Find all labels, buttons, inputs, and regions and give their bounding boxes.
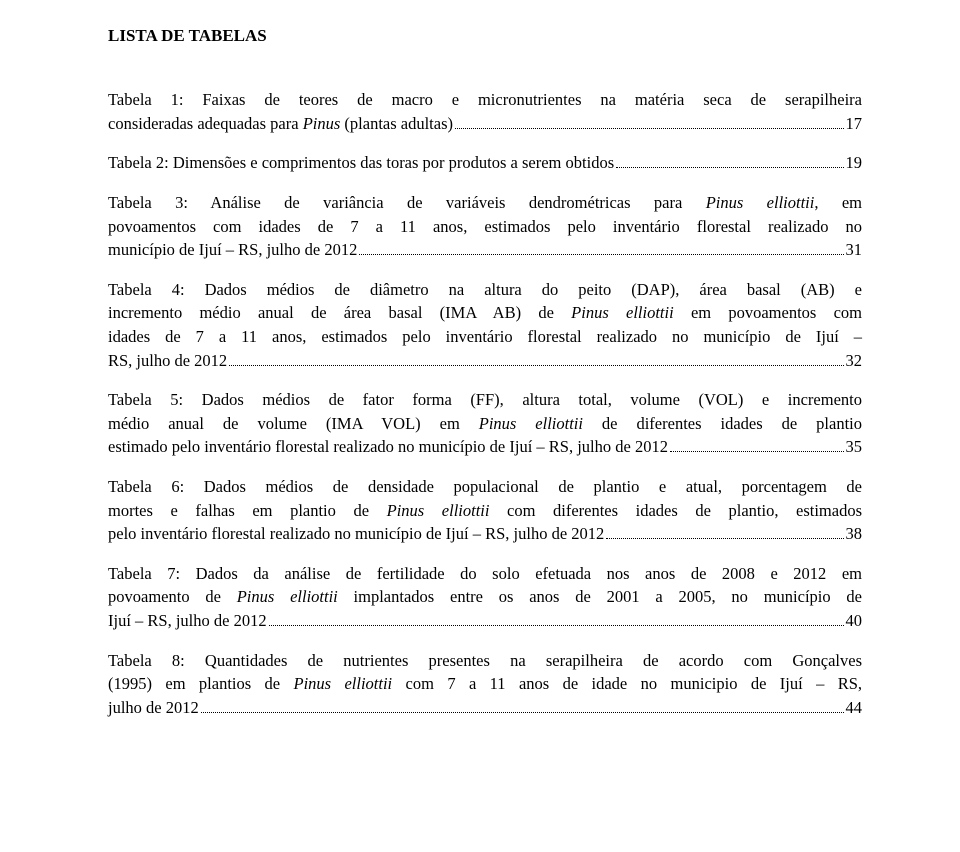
page-number: 17 <box>846 112 863 136</box>
leader-row: RS, julho de 2012 32 <box>108 349 862 373</box>
page-number: 40 <box>846 609 863 633</box>
leader-dots <box>359 254 843 255</box>
leader-dots <box>616 167 843 168</box>
entry-text-line: Tabela 6: Dados médios de densidade popu… <box>108 475 862 499</box>
entry-lastline: Tabela 2: Dimensões e comprimentos das t… <box>108 151 614 175</box>
leader-dots <box>670 451 844 452</box>
entry-text-line: Tabela 3: Análise de variância de variáv… <box>108 191 862 215</box>
toc-entry: Tabela 1: Faixas de teores de macro e mi… <box>108 88 862 135</box>
page-number: 44 <box>846 696 863 720</box>
page-number: 32 <box>846 349 863 373</box>
leader-row: Tabela 2: Dimensões e comprimentos das t… <box>108 151 862 175</box>
entry-lastline: estimado pelo inventário florestal reali… <box>108 435 668 459</box>
leader-row: pelo inventário florestal realizado no m… <box>108 522 862 546</box>
toc-entry: Tabela 8: Quantidades de nutrientes pres… <box>108 649 862 720</box>
entry-text-line: povoamento de Pinus elliottii implantado… <box>108 585 862 609</box>
leader-row: consideradas adequadas para Pinus (plant… <box>108 112 862 136</box>
leader-row: Ijuí – RS, julho de 2012 40 <box>108 609 862 633</box>
entry-lastline: RS, julho de 2012 <box>108 349 227 373</box>
entry-text-line: idades de 7 a 11 anos, estimados pelo in… <box>108 325 862 349</box>
leader-row: estimado pelo inventário florestal reali… <box>108 435 862 459</box>
entry-text-line: Tabela 5: Dados médios de fator forma (F… <box>108 388 862 412</box>
entry-lastline: consideradas adequadas para Pinus (plant… <box>108 112 453 136</box>
entry-lastline: pelo inventário florestal realizado no m… <box>108 522 604 546</box>
page-title: LISTA DE TABELAS <box>108 24 862 48</box>
leader-dots <box>606 538 843 539</box>
entry-text-line: Tabela 4: Dados médios de diâmetro na al… <box>108 278 862 302</box>
page-number: 31 <box>846 238 863 262</box>
entry-text-line: Tabela 1: Faixas de teores de macro e mi… <box>108 88 862 112</box>
toc-entry: Tabela 7: Dados da análise de fertilidad… <box>108 562 862 633</box>
entry-italic: Pinus elliottii <box>387 501 490 520</box>
page: LISTA DE TABELAS Tabela 1: Faixas de teo… <box>0 0 960 852</box>
page-number: 38 <box>846 522 863 546</box>
entry-text-line: mortes e falhas em plantio de Pinus elli… <box>108 499 862 523</box>
entry-text-line: Tabela 8: Quantidades de nutrientes pres… <box>108 649 862 673</box>
entry-italic: Pinus elliottii <box>237 587 338 606</box>
entry-lastline: Ijuí – RS, julho de 2012 <box>108 609 267 633</box>
leader-dots <box>201 712 844 713</box>
entry-lastline: município de Ijuí – RS, julho de 2012 <box>108 238 357 262</box>
entry-lastline: julho de 2012 <box>108 696 199 720</box>
leader-dots <box>269 625 844 626</box>
leader-row: julho de 2012 44 <box>108 696 862 720</box>
entry-text-line: povoamentos com idades de 7 a 11 anos, e… <box>108 215 862 239</box>
page-number: 19 <box>846 151 863 175</box>
leader-dots <box>455 128 843 129</box>
entry-text-line: (1995) em plantios de Pinus elliottii co… <box>108 672 862 696</box>
entry-text-line: Tabela 7: Dados da análise de fertilidad… <box>108 562 862 586</box>
entry-italic: Pinus elliottii <box>706 193 815 212</box>
entry-text-line: médio anual de volume (IMA VOL) em Pinus… <box>108 412 862 436</box>
toc-entry: Tabela 6: Dados médios de densidade popu… <box>108 475 862 546</box>
entry-italic: Pinus elliottii <box>479 414 583 433</box>
toc-entry: Tabela 4: Dados médios de diâmetro na al… <box>108 278 862 372</box>
toc-entry: Tabela 3: Análise de variância de variáv… <box>108 191 862 262</box>
entry-italic: Pinus elliottii <box>571 303 674 322</box>
leader-dots <box>229 365 843 366</box>
entry-text-line: incremento médio anual de área basal (IM… <box>108 301 862 325</box>
page-number: 35 <box>846 435 863 459</box>
entry-italic: Pinus elliottii <box>294 674 393 693</box>
entry-italic: Pinus <box>303 114 341 133</box>
leader-row: município de Ijuí – RS, julho de 2012 31 <box>108 238 862 262</box>
toc-entry: Tabela 2: Dimensões e comprimentos das t… <box>108 151 862 175</box>
toc-entry: Tabela 5: Dados médios de fator forma (F… <box>108 388 862 459</box>
